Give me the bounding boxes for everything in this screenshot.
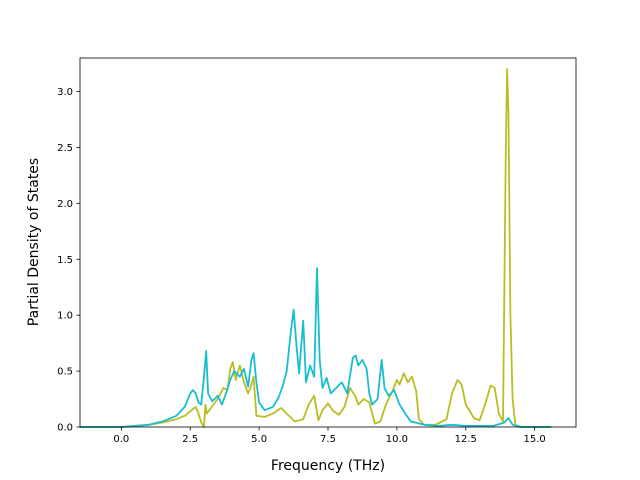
series-layer (80, 68, 552, 428)
y-tick-label: 1.5 (57, 255, 73, 266)
x-tick-label: 5.0 (251, 434, 267, 445)
series-line-2 (80, 267, 552, 428)
x-tick-label: 10.0 (386, 434, 408, 445)
y-axis-ticks: 0.0 0.5 1.0 1.5 2.0 2.5 3.0 (57, 87, 80, 434)
x-tick-label: 15.0 (524, 434, 546, 445)
x-tick-label: 12.5 (455, 434, 477, 445)
y-tick-label: 2.0 (57, 199, 73, 210)
y-tick-label: 1.0 (57, 311, 73, 322)
y-tick-label: 0.0 (57, 423, 73, 434)
x-axis-ticks: 0.0 2.5 5.0 7.5 10.0 12.5 15.0 (113, 427, 546, 445)
x-tick-label: 0.0 (113, 434, 129, 445)
x-tick-label: 2.5 (182, 434, 198, 445)
y-tick-label: 2.5 (57, 143, 73, 154)
y-axis-label: Partial Density of States (26, 158, 42, 326)
series-line-1 (80, 68, 552, 428)
y-tick-label: 3.0 (57, 87, 73, 98)
y-tick-label: 0.5 (57, 367, 73, 378)
x-tick-label: 7.5 (320, 434, 336, 445)
x-axis-label: Frequency (THz) (271, 458, 385, 474)
